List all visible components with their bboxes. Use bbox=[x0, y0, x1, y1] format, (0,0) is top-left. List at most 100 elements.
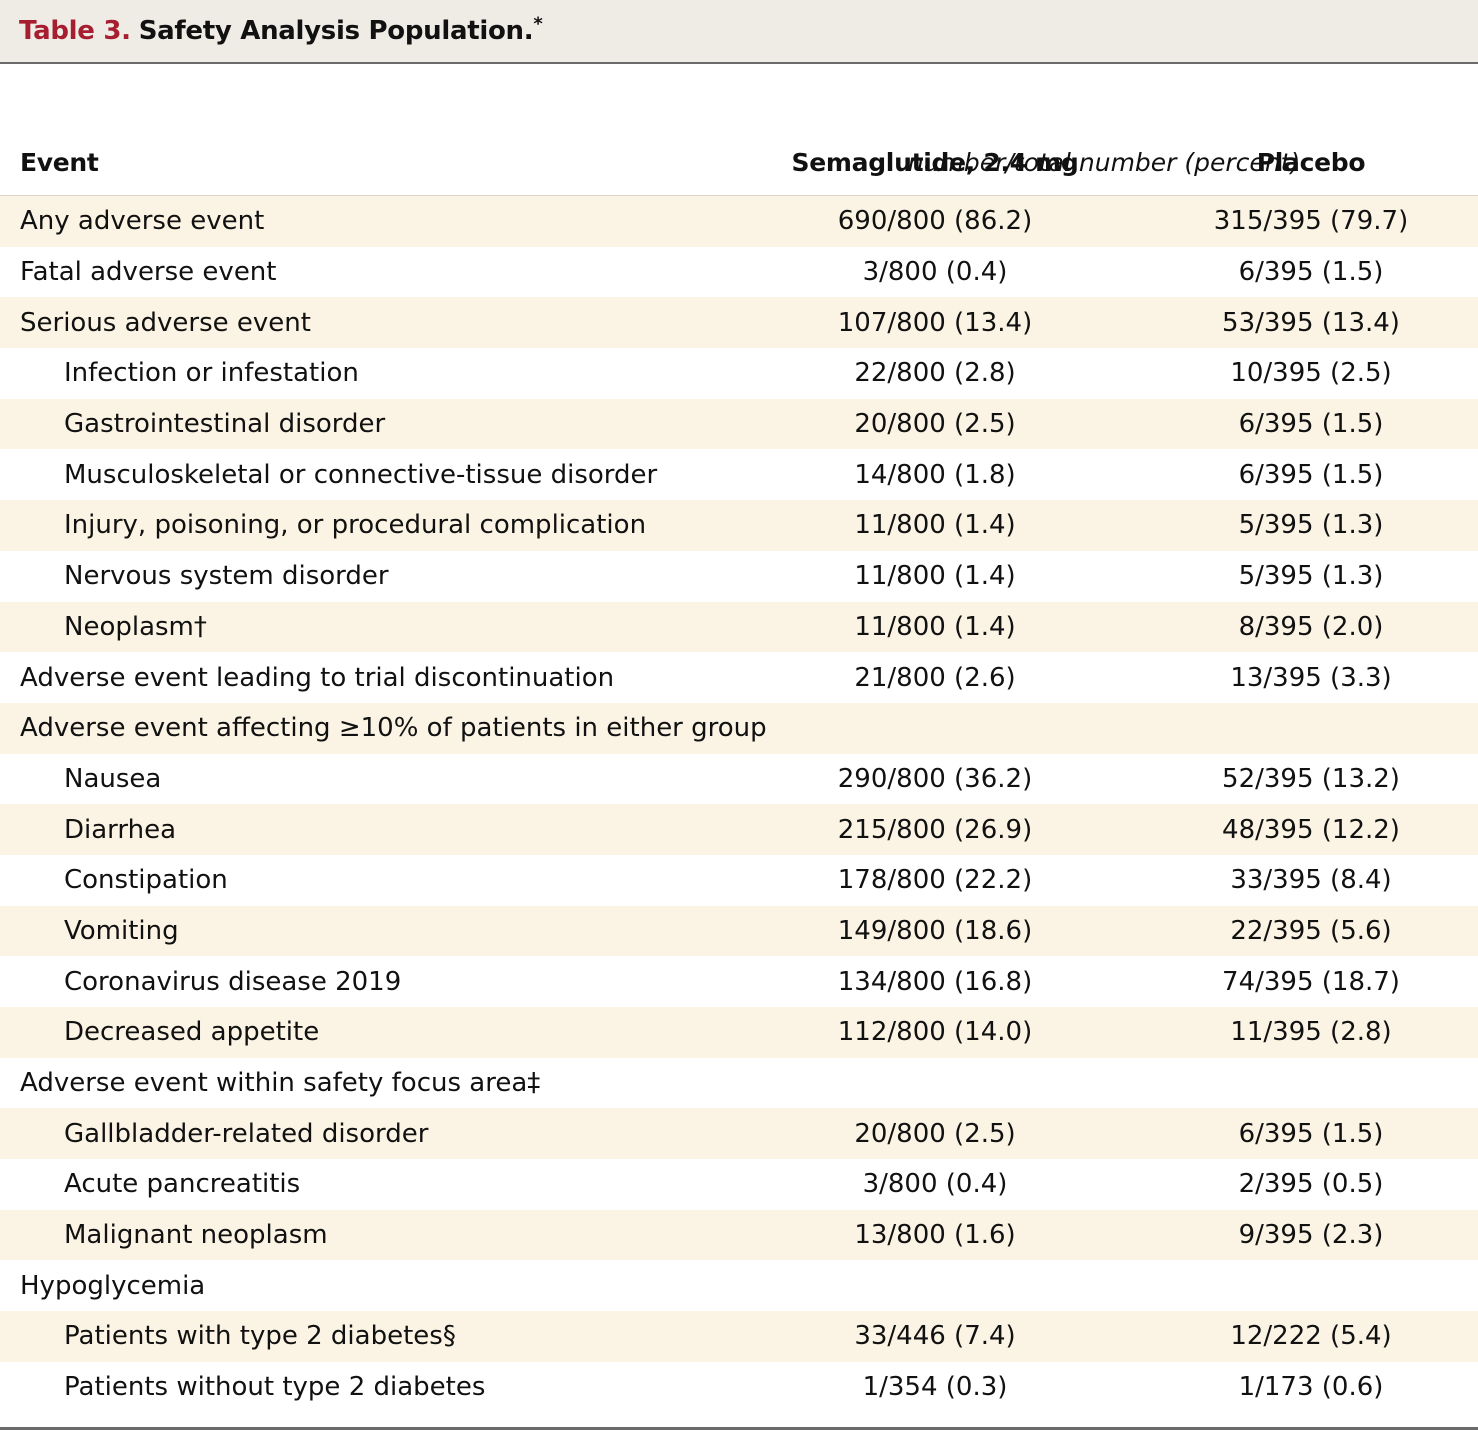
title-footnote-mark: * bbox=[533, 13, 543, 35]
event-cell: Infection or infestation bbox=[64, 358, 359, 389]
table-row: Any adverse event 690/800 (86.2) 315/395 (… bbox=[0, 196, 1478, 247]
semaglutide-cell: 112/800 (14.0) bbox=[837, 1017, 1033, 1048]
semaglutide-cell: 3/800 (0.4) bbox=[862, 1169, 1008, 1200]
table-row: Vomiting 149/800 (18.6) 22/395 (5.6) bbox=[0, 905, 1478, 957]
table-row: Gastrointestinal disorder 20/800 (2.5) 6/3… bbox=[0, 398, 1478, 450]
semaglutide-cell: 11/800 (1.4) bbox=[854, 561, 1016, 592]
placebo-cell: 315/395 (79.7) bbox=[1213, 206, 1409, 237]
table-row: Coronavirus disease 2019 134/800 (16.8) 74… bbox=[0, 956, 1478, 1007]
event-cell: Patients with type 2 diabetes§ bbox=[64, 1321, 456, 1352]
table-row: Injury, poisoning, or procedural complic… bbox=[0, 500, 1478, 551]
placebo-cell: 13/395 (3.3) bbox=[1230, 662, 1392, 693]
placebo-cell: 6/395 (1.5) bbox=[1238, 459, 1384, 490]
table-row: Neoplasm† 11/800 (1.4) 8/395 (2.0) bbox=[0, 601, 1478, 653]
units-subheader: number/total number (percent) bbox=[907, 148, 1301, 177]
table-title-text: Safety Analysis Population. bbox=[138, 16, 534, 46]
table-row: Adverse event affecting ≥10% of patients… bbox=[0, 702, 1478, 754]
table-row: Diarrhea 215/800 (26.9) 48/395 (12.2) bbox=[0, 804, 1478, 855]
event-cell: Coronavirus disease 2019 bbox=[64, 966, 402, 997]
event-cell: Constipation bbox=[64, 865, 228, 896]
semaglutide-cell: 3/800 (0.4) bbox=[862, 257, 1008, 288]
semaglutide-cell: 215/800 (26.9) bbox=[837, 814, 1033, 845]
placebo-cell: 2/395 (0.5) bbox=[1238, 1169, 1384, 1200]
table-row: Patients with type 2 diabetes§ 33/446 (7.… bbox=[0, 1311, 1478, 1362]
event-cell: Patients without type 2 diabetes bbox=[64, 1372, 486, 1403]
placebo-cell: 5/395 (1.3) bbox=[1238, 561, 1384, 592]
event-cell: Any adverse event bbox=[20, 206, 265, 237]
event-cell: Adverse event within safety focus area‡ bbox=[20, 1068, 541, 1099]
semaglutide-cell: 11/800 (1.4) bbox=[854, 510, 1016, 541]
table-row: Infection or infestation 22/800 (2.8) 10/3… bbox=[0, 348, 1478, 399]
table-row: Adverse event within safety focus area‡ bbox=[0, 1058, 1478, 1109]
event-cell: Diarrhea bbox=[64, 814, 177, 845]
table-row: Constipation 178/800 (22.2) 33/395 (8.4) bbox=[0, 855, 1478, 906]
semaglutide-cell: 22/800 (2.8) bbox=[854, 358, 1016, 389]
placebo-cell: 5/395 (1.3) bbox=[1238, 510, 1384, 541]
placebo-cell: 12/222 (5.4) bbox=[1230, 1321, 1392, 1352]
placebo-cell: 48/395 (12.2) bbox=[1222, 814, 1400, 845]
column-header-placebo: Placebo bbox=[1256, 148, 1366, 177]
table-row: Musculoskeletal or connective-tissue dis… bbox=[0, 449, 1478, 500]
placebo-cell: 10/395 (2.5) bbox=[1230, 358, 1392, 389]
event-cell: Nervous system disorder bbox=[64, 561, 389, 592]
semaglutide-cell: 690/800 (86.2) bbox=[837, 206, 1033, 237]
table-body: Any adverse event 690/800 (86.2) 315/395 (… bbox=[0, 196, 1478, 1413]
table-row: Nausea 290/800 (36.2) 52/395 (13.2) bbox=[0, 754, 1478, 805]
event-cell: Musculoskeletal or connective-tissue dis… bbox=[64, 459, 658, 490]
event-cell: Malignant neoplasm bbox=[64, 1220, 328, 1251]
semaglutide-cell: 20/800 (2.5) bbox=[854, 1118, 1016, 1149]
semaglutide-cell: 11/800 (1.4) bbox=[854, 611, 1016, 642]
event-cell: Decreased appetite bbox=[64, 1017, 320, 1048]
table-row: Adverse event leading to trial discontin… bbox=[0, 652, 1478, 703]
table-title: Safety Analysis Population.* bbox=[138, 13, 543, 46]
column-header-semaglutide: Semaglutide, 2.4 mg bbox=[791, 148, 1079, 177]
event-cell: Injury, poisoning, or procedural complic… bbox=[64, 510, 647, 541]
placebo-cell: 74/395 (18.7) bbox=[1222, 966, 1400, 997]
column-header-event: Event bbox=[20, 148, 99, 177]
event-cell: Gallbladder-related disorder bbox=[64, 1118, 429, 1149]
placebo-cell: 8/395 (2.0) bbox=[1238, 611, 1384, 642]
table-number: Table 3. bbox=[19, 16, 131, 46]
placebo-cell: 22/395 (5.6) bbox=[1230, 915, 1392, 946]
event-cell: Gastrointestinal disorder bbox=[64, 409, 386, 440]
bottom-rule bbox=[0, 1427, 1478, 1430]
column-header: Event Semaglutide, 2.4 mg Placebo bbox=[0, 64, 1478, 196]
placebo-cell: 11/395 (2.8) bbox=[1230, 1017, 1392, 1048]
table-row: Fatal adverse event 3/800 (0.4) 6/395 (1.5… bbox=[0, 247, 1478, 298]
event-cell: Nausea bbox=[64, 763, 162, 794]
semaglutide-cell: 134/800 (16.8) bbox=[837, 966, 1033, 997]
semaglutide-cell: 107/800 (13.4) bbox=[837, 307, 1033, 338]
table-row: Serious adverse event 107/800 (13.4) 53/39… bbox=[0, 297, 1478, 349]
event-cell: Adverse event affecting ≥10% of patients… bbox=[20, 713, 767, 744]
semaglutide-cell: 33/446 (7.4) bbox=[854, 1321, 1016, 1352]
event-cell: Neoplasm† bbox=[64, 611, 207, 642]
placebo-cell: 6/395 (1.5) bbox=[1238, 409, 1384, 440]
placebo-cell: 6/395 (1.5) bbox=[1238, 257, 1384, 288]
event-cell: Adverse event leading to trial discontin… bbox=[20, 662, 615, 693]
event-cell: Acute pancreatitis bbox=[64, 1169, 301, 1200]
table-row: Nervous system disorder 11/800 (1.4) 5/395… bbox=[0, 551, 1478, 602]
table-row: Gallbladder-related disorder 20/800 (2.5)… bbox=[0, 1108, 1478, 1160]
table-row: Patients without type 2 diabetes 1/354 (0… bbox=[0, 1362, 1478, 1413]
event-cell: Fatal adverse event bbox=[20, 257, 277, 288]
table-row: Decreased appetite 112/800 (14.0) 11/395 (… bbox=[0, 1007, 1478, 1058]
placebo-cell: 33/395 (8.4) bbox=[1230, 865, 1392, 896]
placebo-cell: 52/395 (13.2) bbox=[1222, 763, 1400, 794]
placebo-cell: 53/395 (13.4) bbox=[1222, 307, 1400, 338]
semaglutide-cell: 149/800 (18.6) bbox=[837, 915, 1033, 946]
semaglutide-cell: 21/800 (2.6) bbox=[854, 662, 1016, 693]
semaglutide-cell: 14/800 (1.8) bbox=[854, 459, 1016, 490]
table-row: Acute pancreatitis 3/800 (0.4) 2/395 (0.5) bbox=[0, 1159, 1478, 1210]
placebo-cell: 9/395 (2.3) bbox=[1238, 1220, 1384, 1251]
semaglutide-cell: 178/800 (22.2) bbox=[837, 865, 1033, 896]
table-row: Malignant neoplasm 13/800 (1.6) 9/395 (2.3… bbox=[0, 1209, 1478, 1261]
semaglutide-cell: 20/800 (2.5) bbox=[854, 409, 1016, 440]
semaglutide-cell: 290/800 (36.2) bbox=[837, 763, 1033, 794]
event-cell: Hypoglycemia bbox=[20, 1270, 206, 1301]
table-title-bar: Table 3. Safety Analysis Population.* bbox=[0, 0, 1478, 64]
table-row: Hypoglycemia bbox=[0, 1260, 1478, 1311]
placebo-cell: 1/173 (0.6) bbox=[1238, 1372, 1384, 1403]
placebo-cell: 6/395 (1.5) bbox=[1238, 1118, 1384, 1149]
event-cell: Vomiting bbox=[64, 915, 179, 946]
